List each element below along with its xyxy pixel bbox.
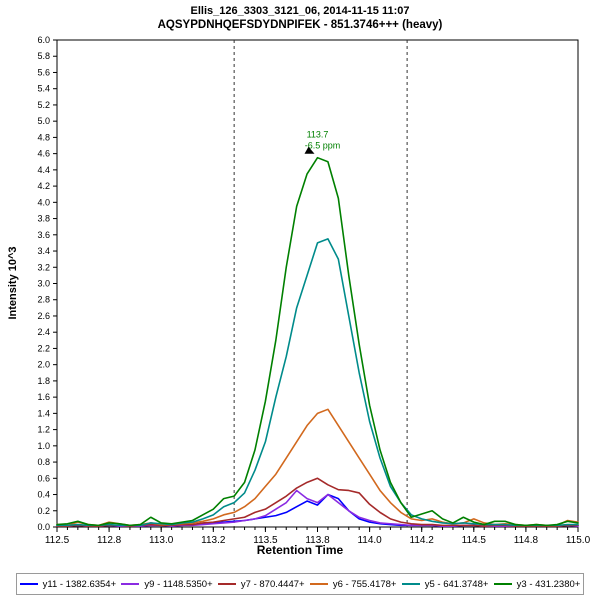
legend-item-y7: y7 - 870.4447+ xyxy=(216,579,307,590)
y-tick-label: 2.0 xyxy=(37,360,50,370)
y-tick-label: 5.0 xyxy=(37,116,50,126)
plot-frame xyxy=(56,39,579,528)
legend-label-y5: y5 - 641.3748+ xyxy=(424,578,489,590)
y-tick-label: 3.4 xyxy=(37,246,50,256)
legend-item-y9: y9 - 1148.5350+ xyxy=(119,579,214,590)
y-tick-label: 2.2 xyxy=(37,343,50,353)
x-tick-label: 114.5 xyxy=(462,535,487,545)
y-tick-label: 4.8 xyxy=(37,132,50,142)
y-tick-label: 5.2 xyxy=(37,100,50,110)
peak-annotation-arrow-icon xyxy=(304,146,315,154)
x-tick-label: 114.2 xyxy=(410,535,435,545)
y-tick-label: 1.0 xyxy=(37,441,50,451)
legend: y11 - 1382.6354+ y9 - 1148.5350+ y7 - 870.… xyxy=(16,573,584,595)
legend-item-y6: y6 - 755.4178+ xyxy=(308,579,399,590)
legend-label-y6: y6 - 755.4178+ xyxy=(332,578,397,590)
y-tick-label: 0.6 xyxy=(37,473,50,483)
legend-swatch-y9 xyxy=(121,583,140,585)
y-axis-title: Intensity 10^3 xyxy=(7,246,19,320)
chart-title: Ellis_126_3303_3121_06, 2014-11-15 11:07 xyxy=(190,5,410,17)
y-tick-label: 2.8 xyxy=(37,295,50,305)
x-tick-label: 112.5 xyxy=(45,535,70,545)
x-tick-label: 114.8 xyxy=(514,535,539,545)
legend-label-y7: y7 - 870.4447+ xyxy=(240,578,305,590)
x-tick-label: 113.8 xyxy=(305,535,330,545)
y-tick-label: 1.8 xyxy=(37,376,50,386)
legend-swatch-y7 xyxy=(217,583,236,585)
x-tick-label: 112.8 xyxy=(97,535,122,545)
y-tick-label: 1.6 xyxy=(37,392,50,402)
x-tick-label: 114.0 xyxy=(357,535,382,545)
legend-item-y3: y3 - 431.2380+ xyxy=(492,579,583,590)
y-tick-label: 0.0 xyxy=(37,522,50,532)
x-axis-title: Retention Time xyxy=(256,543,344,557)
legend-item-y5: y5 - 641.3748+ xyxy=(400,579,491,590)
y-tick-label: 1.2 xyxy=(37,425,50,435)
x-tick-label: 113.0 xyxy=(149,535,174,545)
legend-label-y11: y11 - 1382.6354+ xyxy=(42,578,117,590)
series-line-y3 xyxy=(56,156,579,527)
legend-label-y3: y3 - 431.2380+ xyxy=(516,578,581,590)
y-tick-label: 2.6 xyxy=(37,311,50,321)
legend-swatch-y6 xyxy=(309,583,328,585)
y-tick-label: 3.8 xyxy=(37,214,50,224)
series-line-y5 xyxy=(56,238,579,527)
legend-swatch-y5 xyxy=(401,583,420,585)
y-tick-label: 3.0 xyxy=(37,279,50,289)
y-tick-label: 2.4 xyxy=(37,327,50,337)
chart-subtitle: AQSYPDNHQEFSDYDNPIFEK - 851.3746+++ (hea… xyxy=(157,19,443,31)
y-tick-label: 0.2 xyxy=(37,506,50,516)
y-tick-label: 6.0 xyxy=(37,35,50,45)
legend-item-y11: y11 - 1382.6354+ xyxy=(18,579,119,590)
legend-swatch-y3 xyxy=(493,583,512,585)
x-tick-label: 113.5 xyxy=(253,535,278,545)
y-tick-label: 5.4 xyxy=(37,84,50,94)
peak-ppm-annotation: -6.5 ppm xyxy=(305,141,341,151)
y-tick-label: 1.4 xyxy=(37,408,50,418)
chromatogram-plot[interactable]: 0.0 0.2 0.4 0.6 0.8 1.0 1.2 1.4 1.6 1.8 2.0 2.2 2.4 2… xyxy=(0,0,600,545)
y-tick-label: 4.6 xyxy=(37,149,50,159)
y-tick-label: 3.6 xyxy=(37,230,50,240)
y-tick-label: 0.8 xyxy=(37,457,50,467)
y-tick-label: 3.2 xyxy=(37,262,50,272)
legend-label-y9: y9 - 1148.5350+ xyxy=(144,578,213,590)
legend-swatch-y11 xyxy=(19,583,38,585)
x-tick-label: 115.0 xyxy=(566,535,591,545)
x-tick-label: 113.2 xyxy=(201,535,226,545)
y-tick-label: 4.0 xyxy=(37,197,50,207)
y-tick-label: 4.4 xyxy=(37,165,50,175)
y-tick-label: 4.2 xyxy=(37,181,50,191)
y-tick-label: 5.8 xyxy=(37,51,50,61)
y-tick-label: 5.6 xyxy=(37,67,50,77)
y-tick-label: 0.4 xyxy=(37,490,50,500)
peak-rt-annotation: 113.7 xyxy=(307,130,329,140)
